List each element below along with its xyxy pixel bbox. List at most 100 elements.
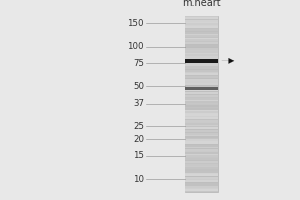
Bar — [184, 145, 218, 147]
Bar — [184, 97, 218, 98]
Bar — [184, 51, 218, 53]
Bar — [184, 54, 218, 56]
Bar — [184, 88, 218, 89]
Bar — [184, 100, 218, 101]
Bar — [184, 160, 218, 161]
Bar — [184, 120, 218, 122]
Bar — [184, 82, 218, 83]
Bar — [184, 47, 218, 48]
Bar — [184, 31, 218, 32]
Bar — [184, 114, 218, 116]
Bar — [184, 163, 218, 164]
Bar — [184, 148, 218, 149]
Text: 20: 20 — [133, 135, 144, 144]
Bar — [184, 152, 218, 154]
Bar — [184, 39, 218, 41]
Bar — [184, 95, 218, 97]
Bar — [184, 135, 218, 136]
Bar — [184, 59, 218, 60]
Text: 37: 37 — [133, 99, 144, 108]
Bar — [184, 182, 218, 183]
Bar — [184, 45, 218, 47]
Bar — [184, 188, 218, 189]
Bar — [184, 103, 218, 104]
Bar — [184, 167, 218, 169]
Bar — [184, 41, 218, 42]
Bar — [184, 142, 218, 144]
Text: m.heart: m.heart — [182, 0, 220, 8]
Bar — [184, 73, 218, 75]
Bar — [184, 177, 218, 179]
Bar — [184, 164, 218, 166]
Bar — [184, 38, 218, 39]
Bar — [184, 85, 218, 86]
Bar — [184, 16, 218, 192]
Text: 10: 10 — [133, 175, 144, 184]
Bar — [184, 17, 218, 19]
Bar — [184, 70, 218, 72]
Bar — [184, 59, 218, 63]
Bar — [184, 63, 218, 64]
Bar — [184, 147, 218, 148]
Bar — [184, 110, 218, 111]
Bar — [184, 91, 218, 92]
Bar — [184, 189, 218, 191]
Bar — [184, 19, 218, 20]
Bar — [184, 29, 218, 31]
Bar — [184, 117, 218, 119]
Bar — [184, 89, 218, 91]
Bar — [184, 98, 218, 100]
Bar — [184, 151, 218, 152]
Bar — [184, 132, 218, 133]
Bar — [184, 76, 218, 78]
Bar — [184, 23, 218, 25]
Bar — [184, 107, 218, 108]
Bar — [184, 180, 218, 182]
Bar — [184, 179, 218, 180]
Bar — [184, 149, 218, 151]
Bar — [184, 125, 218, 126]
Bar — [184, 174, 218, 176]
Bar — [184, 61, 218, 63]
Bar — [184, 155, 218, 157]
Bar — [184, 144, 218, 145]
Bar — [184, 20, 218, 22]
Bar — [184, 22, 218, 23]
Bar — [184, 139, 218, 141]
Bar — [184, 138, 218, 139]
Bar — [184, 173, 218, 174]
Bar — [184, 87, 218, 90]
Bar — [184, 176, 218, 177]
Bar — [184, 75, 218, 76]
Bar — [184, 94, 218, 95]
Text: 50: 50 — [133, 82, 144, 91]
Bar — [184, 81, 218, 82]
Bar — [184, 158, 218, 160]
Bar — [184, 25, 218, 26]
Bar — [184, 126, 218, 127]
Text: 150: 150 — [128, 19, 144, 28]
Bar — [184, 141, 218, 142]
Bar — [184, 133, 218, 135]
Bar — [184, 169, 218, 170]
Bar — [184, 166, 218, 167]
Bar — [184, 69, 218, 70]
Bar — [184, 42, 218, 44]
Bar — [184, 183, 218, 185]
Text: 100: 100 — [128, 42, 144, 51]
Bar — [184, 122, 218, 123]
Bar — [184, 101, 218, 103]
Bar — [184, 127, 218, 129]
Bar — [184, 44, 218, 45]
Bar — [184, 72, 218, 73]
Bar — [184, 136, 218, 138]
Bar — [184, 170, 218, 171]
Bar — [184, 154, 218, 155]
Bar — [184, 48, 218, 50]
Bar — [184, 32, 218, 34]
Bar — [184, 113, 218, 114]
Bar — [184, 185, 218, 186]
Bar — [184, 123, 218, 125]
Bar — [184, 186, 218, 188]
Bar — [184, 64, 218, 66]
